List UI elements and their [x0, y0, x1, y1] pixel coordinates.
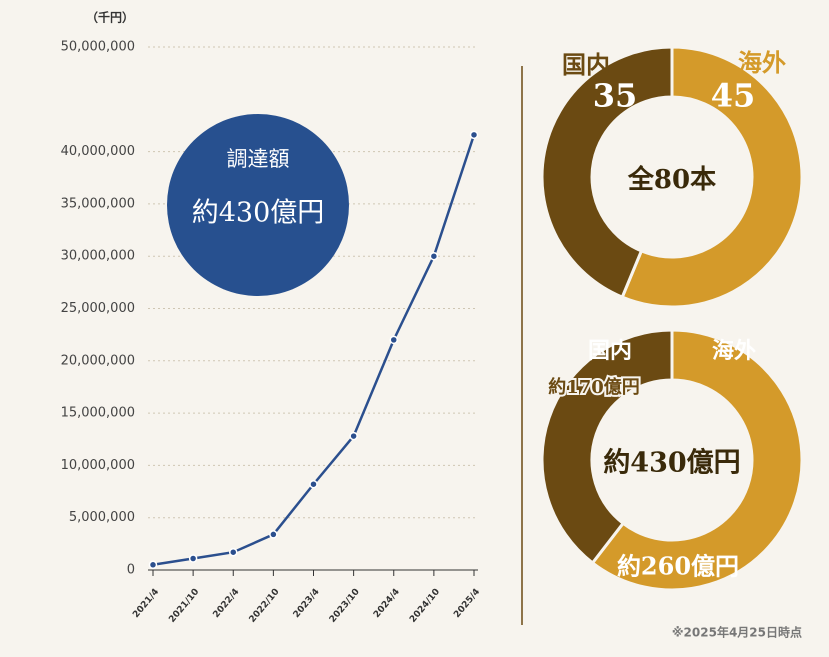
y-tick-label: 5,000,000: [69, 510, 135, 525]
y-tick-label: 40,000,000: [61, 144, 135, 159]
donut-segment: [590, 328, 804, 592]
segment-label: 国内: [562, 51, 610, 79]
center-label: 約430億円: [603, 447, 740, 479]
point: [148, 560, 158, 570]
donut-segment: [540, 328, 674, 566]
value-label: 約260億円: [617, 552, 739, 581]
donut-segment: [620, 45, 804, 309]
y-tick-label: 15,000,000: [61, 406, 135, 421]
point: [349, 431, 358, 441]
y-tick-label: 0: [127, 563, 135, 578]
y-tick-label: 35,000,000: [61, 196, 135, 211]
badge-title: 調達額: [227, 147, 290, 171]
point: [269, 530, 278, 539]
segment-label: 海外: [738, 49, 786, 77]
point: [309, 479, 318, 489]
point: [188, 554, 198, 563]
donut-segment: [540, 45, 674, 300]
y-tick-label: 25,000,000: [61, 301, 135, 316]
segment-label: 海外: [712, 338, 756, 364]
footnote: ※2025年4月25日時点: [672, 625, 802, 640]
y-tick-label: 20,000,000: [61, 353, 135, 368]
y-tick-label: 50,000,000: [61, 40, 135, 55]
value-label: 45: [711, 77, 756, 115]
point: [229, 547, 238, 557]
center-label: 全80本: [627, 164, 716, 195]
value-label: 約170億円: [548, 376, 640, 398]
y-tick-label: 30,000,000: [61, 249, 135, 264]
y-unit: （千円）: [86, 10, 134, 25]
badge: [167, 114, 349, 296]
point: [429, 251, 439, 261]
segment-label: 国内: [588, 339, 632, 364]
y-tick-label: 10,000,000: [61, 458, 135, 473]
badge-amount: 約430億円: [192, 198, 325, 229]
value-label: 35: [593, 77, 638, 115]
point: [389, 335, 398, 345]
point: [469, 130, 479, 140]
